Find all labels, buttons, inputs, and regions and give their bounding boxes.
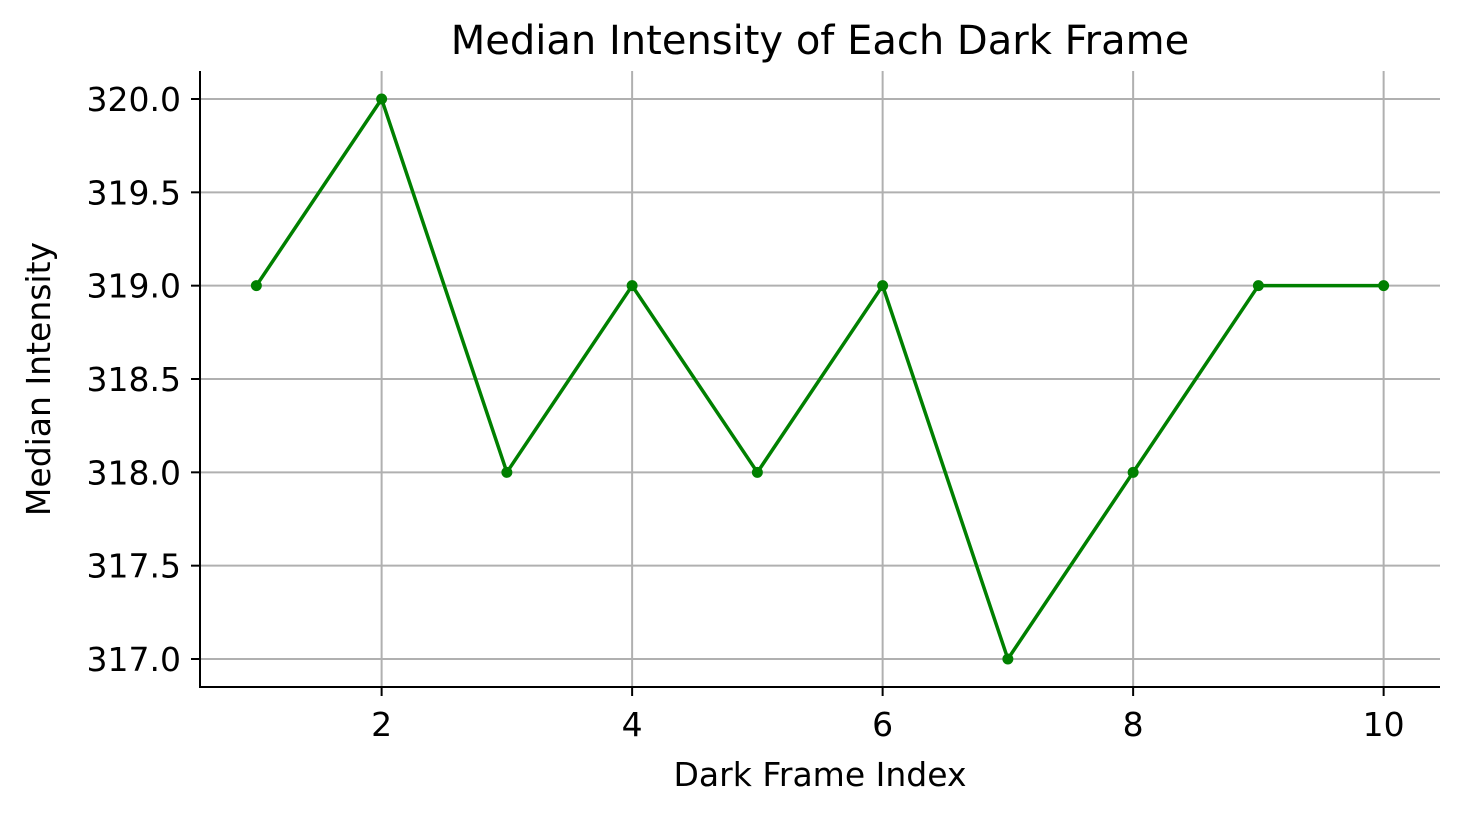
y-tick-label: 318.5: [87, 360, 181, 399]
y-axis-ticks: 317.0 317.5 318.0 318.5 319.0 319.5 320.0: [87, 80, 200, 679]
series-layer: [250, 93, 1390, 665]
data-point-marker: [626, 280, 638, 292]
y-tick-label: 319.0: [87, 267, 181, 306]
data-point-marker: [501, 466, 513, 478]
x-tick-label: 8: [1123, 705, 1144, 744]
x-tick-label: 4: [622, 705, 643, 744]
data-point-marker: [1378, 280, 1390, 292]
data-point-marker: [1252, 280, 1264, 292]
y-tick-label: 320.0: [87, 80, 181, 119]
data-point-marker: [1002, 653, 1014, 665]
data-point-marker: [376, 93, 388, 105]
x-axis-ticks: 2 4 6 8 10: [371, 687, 1405, 744]
data-point-marker: [1127, 466, 1139, 478]
y-axis-title: Median Intensity: [19, 242, 58, 516]
y-tick-label: 317.0: [87, 640, 181, 679]
data-point-marker: [751, 466, 763, 478]
x-tick-label: 6: [872, 705, 893, 744]
x-tick-label: 2: [371, 705, 392, 744]
data-point-marker: [250, 280, 262, 292]
series-line: [254, 97, 1386, 661]
y-tick-label: 318.0: [87, 453, 181, 492]
y-tick-label: 317.5: [87, 547, 181, 586]
x-axis-title: Dark Frame Index: [674, 755, 967, 794]
y-tick-label: 319.5: [87, 173, 181, 212]
data-point-marker: [877, 280, 889, 292]
x-tick-label: 10: [1363, 705, 1405, 744]
chart-title: Median Intensity of Each Dark Frame: [451, 18, 1189, 64]
